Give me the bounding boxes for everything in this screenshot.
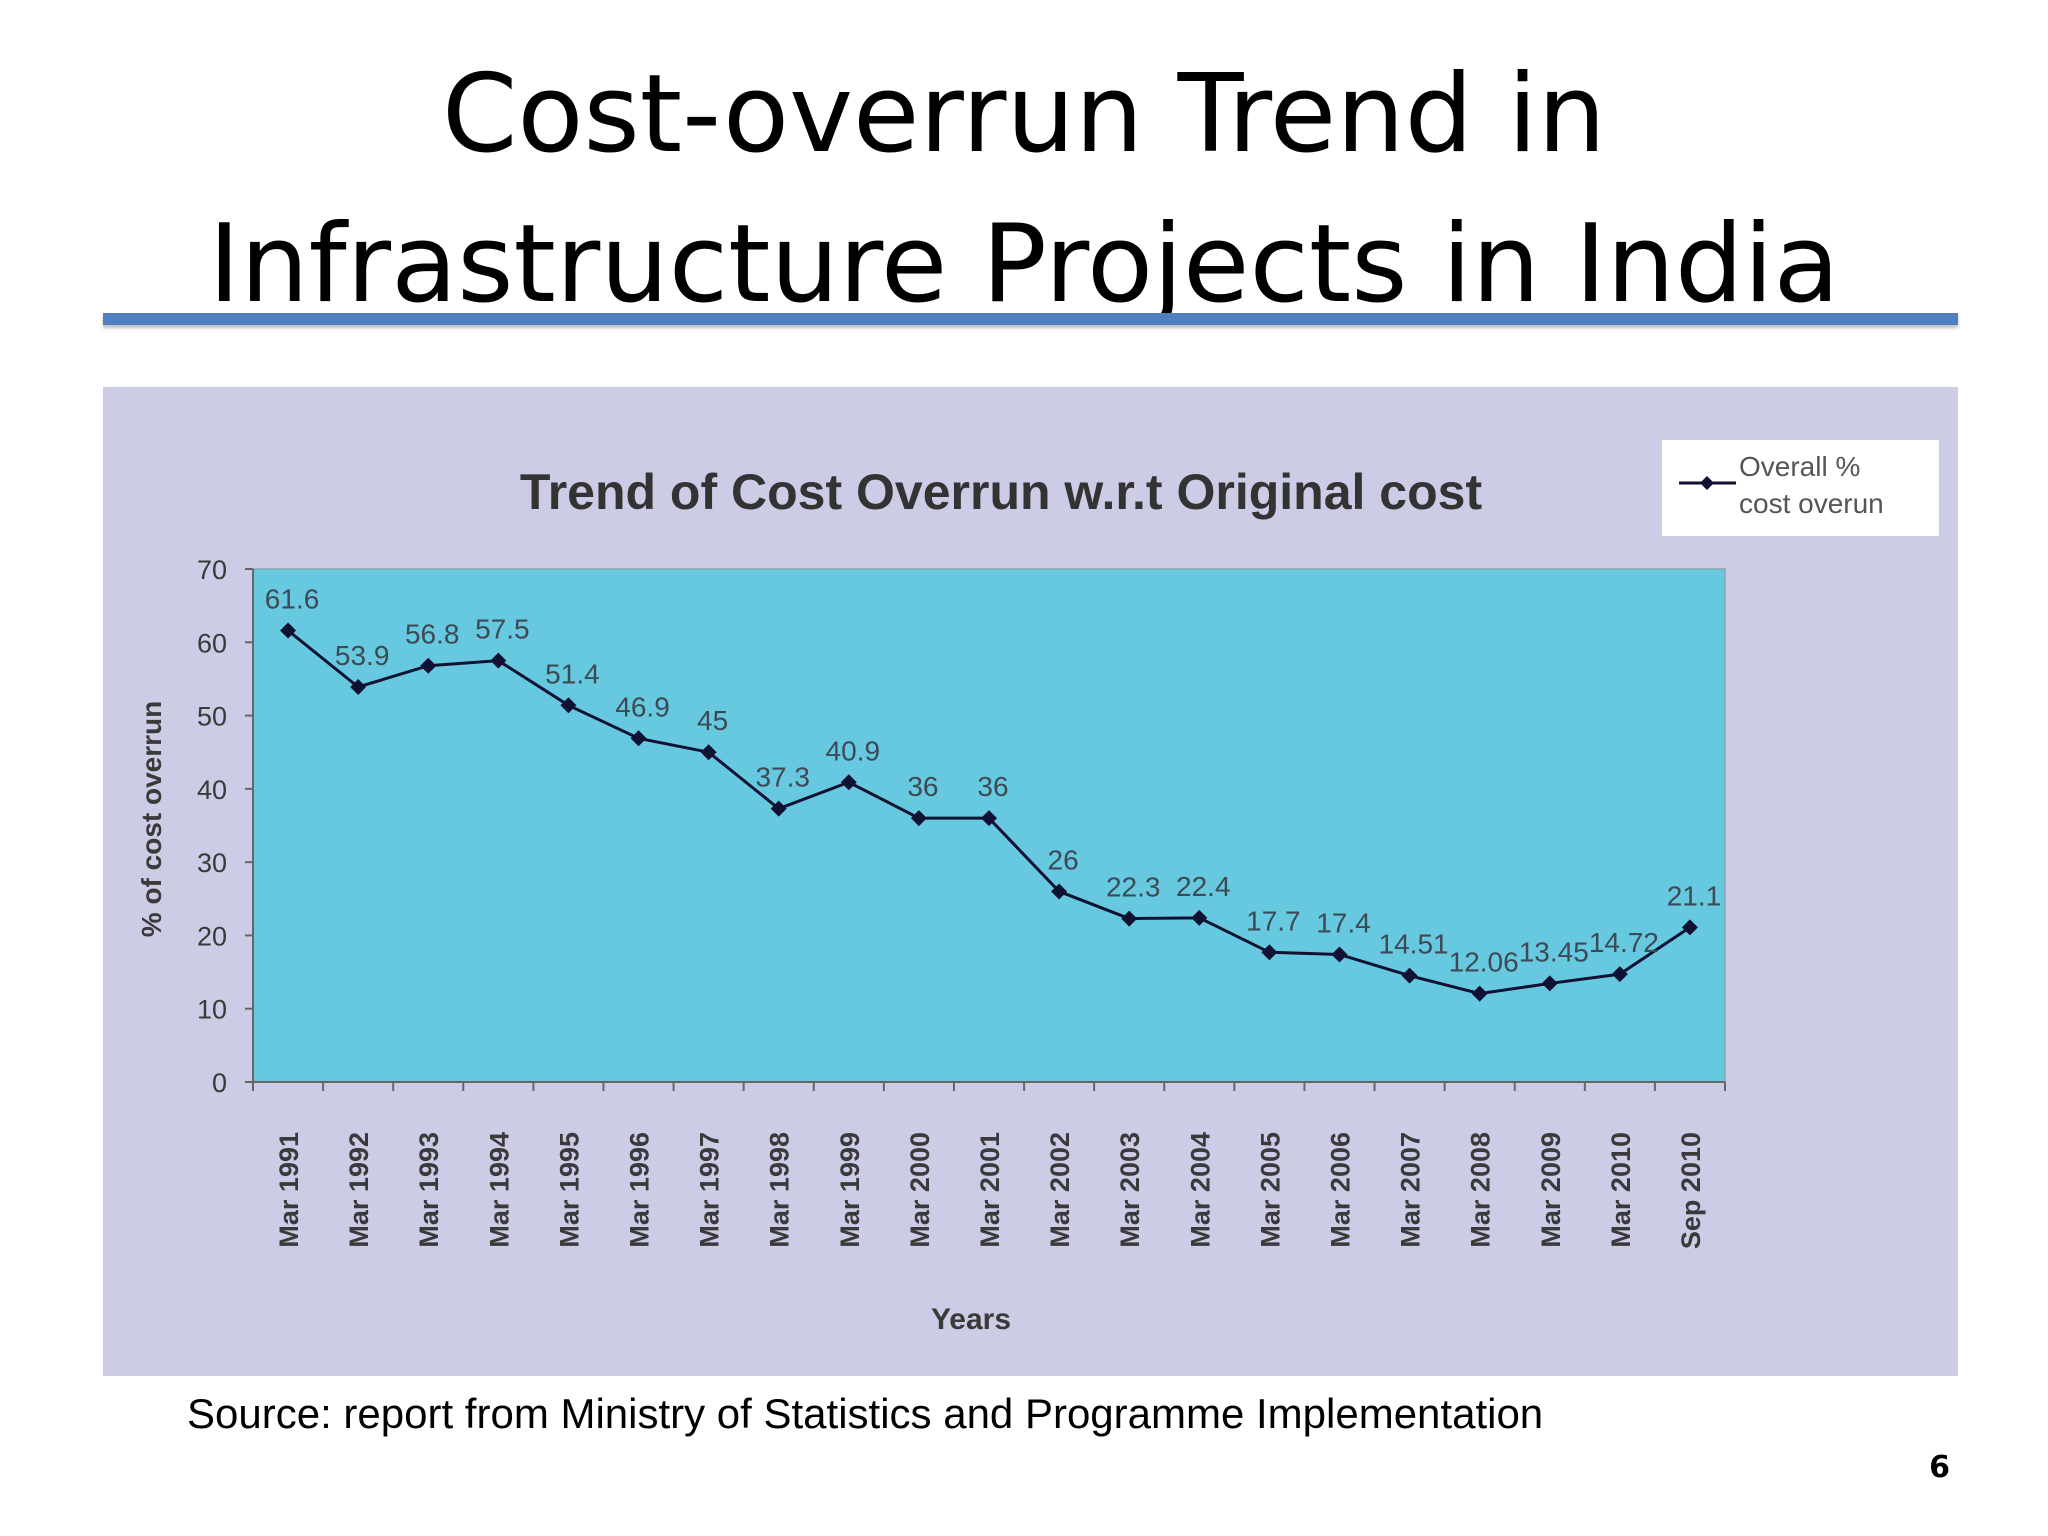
y-tick-label: 50	[197, 702, 227, 732]
legend-label-line1: Overall %	[1739, 451, 1860, 482]
x-tick-label: Mar 2005	[1255, 1132, 1285, 1248]
legend-label-line2: cost overun	[1739, 488, 1884, 519]
data-point	[1261, 944, 1278, 961]
data-label: 14.72	[1589, 927, 1659, 958]
data-point	[350, 678, 367, 695]
data-point	[1541, 975, 1558, 992]
y-tick-label: 30	[197, 848, 227, 878]
x-tick-label: Mar 1997	[695, 1132, 725, 1248]
data-label: 22.4	[1176, 871, 1231, 902]
data-label: 13.45	[1519, 936, 1589, 967]
y-tick-label: 60	[197, 628, 227, 658]
data-label: 57.5	[475, 614, 530, 645]
data-label: 61.6	[265, 584, 320, 615]
page-number: 6	[1929, 1450, 1950, 1485]
x-tick-label: Mar 2004	[1185, 1132, 1215, 1248]
y-tick-label: 70	[197, 555, 227, 585]
x-tick-label: Mar 1994	[484, 1132, 514, 1248]
data-label: 36	[977, 771, 1008, 802]
y-tick-label: 20	[197, 921, 227, 951]
data-point	[770, 800, 787, 817]
data-label: 17.7	[1246, 905, 1301, 936]
x-tick-label: Mar 1991	[274, 1132, 304, 1248]
x-tick-label: Sep 2010	[1676, 1132, 1706, 1249]
data-label: 40.9	[826, 735, 881, 766]
chart-panel: Trend of Cost Overrun w.r.t Original cos…	[103, 387, 1958, 1376]
data-point	[1681, 919, 1698, 936]
x-tick-label: Mar 2002	[1045, 1132, 1075, 1248]
data-label: 36	[907, 771, 938, 802]
x-tick-label: Mar 2010	[1606, 1132, 1636, 1248]
data-point	[630, 730, 647, 747]
legend: Overall % cost overun	[1662, 440, 1939, 536]
x-tick-label: Mar 2003	[1115, 1132, 1145, 1248]
slide-title: Cost-overrun Trend in Infrastructure Pro…	[100, 40, 1948, 340]
y-tick-label: 0	[212, 1068, 227, 1098]
data-point	[700, 744, 717, 761]
y-axis-title: % of cost overrun	[136, 701, 167, 937]
data-point	[910, 810, 927, 827]
chart-title: Trend of Cost Overrun w.r.t Original cos…	[520, 464, 1483, 520]
data-point	[1611, 966, 1628, 983]
data-point	[490, 652, 507, 669]
data-point	[1051, 883, 1068, 900]
x-tick-label: Mar 2006	[1325, 1132, 1355, 1248]
data-point	[1121, 910, 1138, 927]
x-tick-label: Mar 1998	[765, 1132, 795, 1248]
source-note: Source: report from Ministry of Statisti…	[187, 1390, 1544, 1437]
slide-title-line1: Cost-overrun Trend in	[441, 52, 1606, 177]
data-label: 45	[697, 705, 728, 736]
data-point	[420, 657, 437, 674]
x-tick-label: Mar 2009	[1536, 1132, 1566, 1248]
data-point	[1471, 985, 1488, 1002]
title-rule	[103, 313, 1958, 325]
data-point	[280, 622, 297, 639]
data-point	[840, 774, 857, 791]
data-label: 14.51	[1379, 929, 1449, 960]
data-point	[560, 697, 577, 714]
data-label: 46.9	[615, 691, 670, 722]
x-axis-title: Years	[931, 1303, 1011, 1336]
data-label: 56.8	[405, 619, 460, 650]
x-tick-label: Mar 1995	[554, 1132, 584, 1248]
data-label: 37.3	[755, 762, 810, 793]
data-point	[981, 810, 997, 827]
x-tick-label: Mar 1992	[344, 1132, 374, 1248]
legend-diamond-marker	[1700, 476, 1714, 490]
x-tick-label: Mar 1993	[414, 1132, 444, 1248]
slide-title-line2: Infrastructure Projects in India	[208, 202, 1840, 327]
data-point	[1191, 909, 1208, 926]
x-tick-label: Mar 2000	[905, 1132, 935, 1248]
data-label: 51.4	[545, 658, 600, 689]
data-point	[1401, 967, 1418, 984]
x-tick-label: Mar 2007	[1396, 1132, 1426, 1248]
data-label: 21.1	[1667, 880, 1722, 911]
data-label: 26	[1048, 844, 1079, 875]
y-tick-label: 40	[197, 775, 227, 805]
data-label: 17.4	[1316, 907, 1371, 938]
x-tick-label: Mar 1999	[835, 1132, 865, 1248]
x-tick-label: Mar 1996	[625, 1132, 655, 1248]
data-point	[1331, 946, 1348, 963]
x-tick-label: Mar 2008	[1466, 1132, 1496, 1248]
line-chart: Trend of Cost Overrun w.r.t Original cos…	[136, 440, 1939, 1336]
y-tick-label: 10	[197, 995, 227, 1025]
x-tick-label: Mar 2001	[975, 1132, 1005, 1248]
data-label: 22.3	[1106, 872, 1161, 903]
data-label: 53.9	[335, 640, 390, 671]
data-label: 12.06	[1449, 947, 1519, 978]
